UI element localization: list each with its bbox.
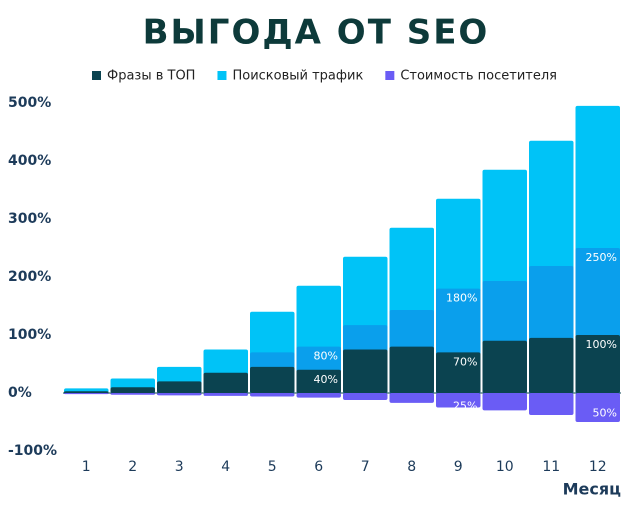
bar [343,349,388,393]
x-tick-label: 4 [221,459,230,475]
legend-label: Фразы в ТОП [107,69,195,84]
y-tick-label: -100% [8,443,57,459]
bar [343,393,388,400]
legend-swatch [92,71,101,80]
x-tick-label: 7 [361,459,370,475]
bar [203,372,248,393]
x-axis-label: Месяц [563,480,622,499]
bar [250,393,295,397]
x-tick-label: 9 [454,459,463,475]
legend-swatch [385,71,395,80]
value-label: 80% [314,350,338,363]
x-tick-label: 5 [268,459,277,475]
bar [482,393,527,411]
x-tick-label: 11 [542,459,560,475]
bar [157,381,202,393]
bar [296,369,341,393]
bar [64,393,109,395]
y-tick-label: 400% [8,153,51,169]
y-tick-label: 0% [8,385,32,401]
bar [575,335,620,393]
legend-label: Стоимость посетителя [400,69,557,84]
chart-title: ВЫГОДА ОТ SEO [143,13,490,53]
value-label: 50% [593,407,617,420]
y-tick-label: 300% [8,211,51,227]
bar [389,393,434,403]
bar [575,393,620,422]
x-tick-label: 2 [128,459,137,475]
x-tick-label: 1 [82,459,91,475]
value-label: 180% [446,292,477,305]
x-tick-label: 10 [496,459,514,475]
legend-label: Поисковый трафик [232,69,363,84]
y-tick-label: 100% [8,327,51,343]
bar [203,393,248,396]
bar [157,393,202,396]
y-tick-label: 200% [8,269,51,285]
bar [64,391,109,393]
bar [529,337,574,393]
bar [436,352,481,393]
value-label: 70% [453,355,477,368]
bar [296,393,341,398]
value-label: 100% [586,338,617,351]
bar [529,393,574,416]
bar [110,387,155,393]
bar [436,393,481,408]
y-tick-label: 500% [8,95,51,111]
bar [482,340,527,393]
value-label: 40% [314,373,338,386]
x-tick-label: 6 [314,459,323,475]
value-label: 25% [453,399,477,412]
bar [389,346,434,393]
bar [250,366,295,393]
legend-swatch [217,71,227,80]
value-label: 250% [586,251,617,264]
x-tick-label: 8 [407,459,416,475]
x-tick-label: 12 [589,459,607,475]
bar [110,393,155,395]
x-tick-label: 3 [175,459,184,475]
